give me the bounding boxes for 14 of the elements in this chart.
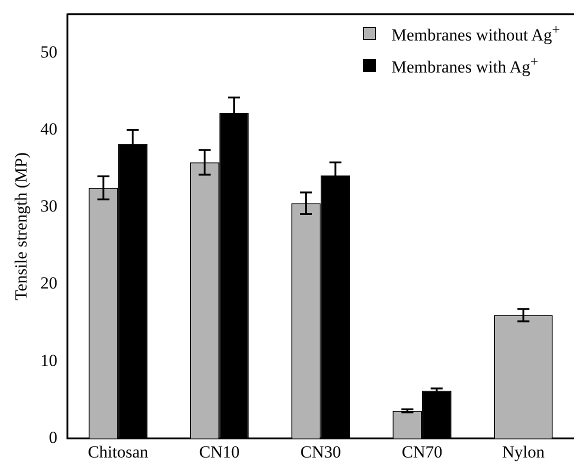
y-tick-label: 30 xyxy=(40,196,58,216)
y-tick-label: 20 xyxy=(40,274,58,293)
y-tick-label: 0 xyxy=(48,428,58,448)
y-axis-title: Tensile strength (MP) xyxy=(12,152,31,300)
x-tick-label: Chitosan xyxy=(88,442,149,462)
x-tick-label: Nylon xyxy=(502,442,546,462)
x-tick-label: CN30 xyxy=(300,442,342,462)
y-tick-label: 40 xyxy=(40,119,58,138)
y-tick-label: 50 xyxy=(40,42,58,62)
x-tick-label: CN10 xyxy=(199,442,240,462)
legend-label: Membranes with Ag$^{+}$ xyxy=(391,54,538,78)
y-tick-label: 10 xyxy=(40,350,58,370)
x-tick-label: CN70 xyxy=(402,442,442,462)
legend-label: Membranes without Ag$^{+}$ xyxy=(391,22,560,46)
